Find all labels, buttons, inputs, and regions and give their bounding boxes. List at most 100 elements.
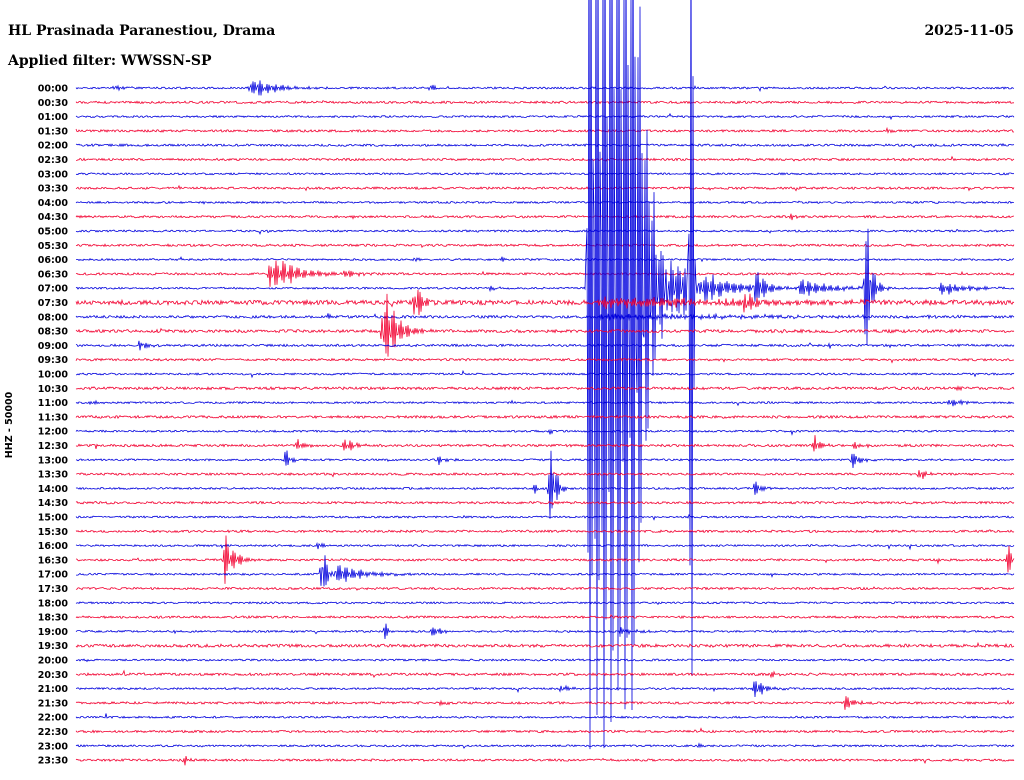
time-label: 06:00 [38, 255, 69, 266]
trace-row-1630 [75, 535, 1015, 584]
time-label: 01:30 [38, 126, 69, 137]
time-label: 00:30 [38, 98, 69, 109]
time-label: 22:30 [38, 727, 69, 738]
time-label: 14:30 [38, 498, 69, 509]
trace-row-1600 [75, 541, 1015, 551]
trace-row-1100 [75, 398, 1015, 407]
trace-row-1400 [75, 450, 1015, 519]
trace-row-2000 [75, 658, 1015, 663]
trace-row-0230 [75, 155, 1015, 162]
trace-row-0730 [75, 289, 1015, 316]
trace-row-0600 [76, 256, 1015, 263]
time-label: 09:30 [38, 355, 69, 366]
time-label: 09:00 [38, 341, 69, 352]
time-label: 15:00 [38, 513, 69, 524]
time-label: 03:00 [38, 169, 69, 180]
time-label: 03:30 [38, 184, 69, 195]
trace-row-1000 [75, 369, 1015, 379]
time-label: 05:00 [38, 227, 69, 238]
applied-filter-label: Applied filter: WWSSN-SP [7, 53, 212, 69]
trace-row-1530 [75, 529, 1015, 534]
trace-row-0400 [75, 200, 1015, 205]
time-label: 11:30 [38, 412, 69, 423]
time-label: 05:30 [38, 241, 69, 252]
time-label: 13:30 [38, 470, 69, 481]
trace-row-1330 [75, 470, 1015, 479]
trace-row-1830 [75, 614, 1015, 620]
trace-row-1200 [75, 428, 1015, 436]
trace-row-2100 [75, 681, 1015, 698]
trace-row-0330 [75, 184, 1015, 192]
trace-row-0000 [75, 80, 1015, 96]
time-label: 02:30 [38, 155, 69, 166]
trace-row-1300 [75, 450, 1015, 469]
trace-row-2200 [75, 713, 1015, 719]
time-label: 23:30 [38, 756, 69, 767]
trace-row-0130 [75, 126, 1015, 134]
trace-row-0100 [75, 112, 1015, 121]
time-label: 19:00 [38, 627, 69, 638]
time-label: 01:00 [38, 112, 69, 123]
trace-row-2030 [75, 669, 1015, 679]
trace-row-0030 [75, 100, 1014, 105]
time-label: 19:30 [38, 641, 69, 652]
time-label: 04:30 [38, 212, 69, 223]
time-label: 04:00 [38, 198, 69, 209]
trace-row-0200 [75, 142, 1015, 149]
time-label: 16:00 [38, 541, 69, 552]
trace-row-1900 [75, 623, 1015, 640]
trace-row-2330 [75, 756, 1015, 766]
time-label: 08:30 [38, 327, 69, 338]
trace-row-0500 [75, 228, 1015, 235]
time-label: 16:30 [38, 555, 69, 566]
time-label: 00:00 [38, 84, 69, 95]
trace-row-0900 [75, 340, 1015, 351]
time-label: 12:00 [38, 427, 69, 438]
time-label: 17:00 [38, 570, 69, 581]
trace-row-1430 [75, 500, 1015, 506]
trace-row-0830 [75, 293, 1015, 357]
trace-row-1930 [75, 641, 1015, 649]
time-label: 06:30 [38, 269, 69, 280]
time-label-group: 00:00 00:30 01:00 01:30 02:00 02:30 03:00 03:30… [38, 84, 69, 767]
time-label: 02:00 [38, 141, 69, 152]
trace-row-0430 [75, 213, 1014, 221]
time-label: 20:30 [38, 670, 69, 681]
record-date: 2025-11-05 [924, 23, 1014, 39]
time-label: 17:30 [38, 584, 69, 595]
time-label: 14:00 [38, 484, 69, 495]
trace-row-1030 [75, 385, 1015, 392]
time-label: 11:00 [38, 398, 69, 409]
time-label: 10:30 [38, 384, 69, 395]
time-label: 21:30 [38, 698, 69, 709]
time-label: 21:00 [38, 684, 69, 695]
time-label: 20:00 [38, 656, 69, 667]
trace-row-1730 [75, 586, 1015, 591]
trace-row-1230 [75, 435, 1015, 452]
time-label: 08:00 [38, 312, 69, 323]
trace-row-1800 [75, 601, 1015, 605]
trace-row-0930 [75, 357, 1015, 364]
trace-row-0700 [75, 0, 1015, 750]
trace-row-2230 [75, 727, 1015, 734]
time-label: 18:30 [38, 613, 69, 624]
trace-row-1700 [76, 555, 1015, 587]
trace-row-0300 [75, 172, 1015, 176]
trace-row-0530 [75, 243, 1015, 249]
time-label: 23:00 [38, 741, 69, 752]
scale-axis-label: HHZ - 50000 [4, 391, 15, 458]
time-label: 13:00 [38, 455, 69, 466]
time-label: 12:30 [38, 441, 69, 452]
trace-row-0800 [75, 312, 1015, 322]
trace-row-0630 [75, 260, 1015, 287]
time-label: 07:00 [38, 284, 69, 295]
station-title: HL Prasinada Paranestiou, Drama [8, 23, 275, 39]
trace-row-2130 [75, 696, 1015, 710]
trace-row-1130 [75, 414, 1015, 420]
trace-row-1500 [75, 514, 1015, 521]
time-label: 10:00 [38, 370, 69, 381]
time-label: 18:00 [38, 598, 69, 609]
trace-group [75, 0, 1015, 766]
